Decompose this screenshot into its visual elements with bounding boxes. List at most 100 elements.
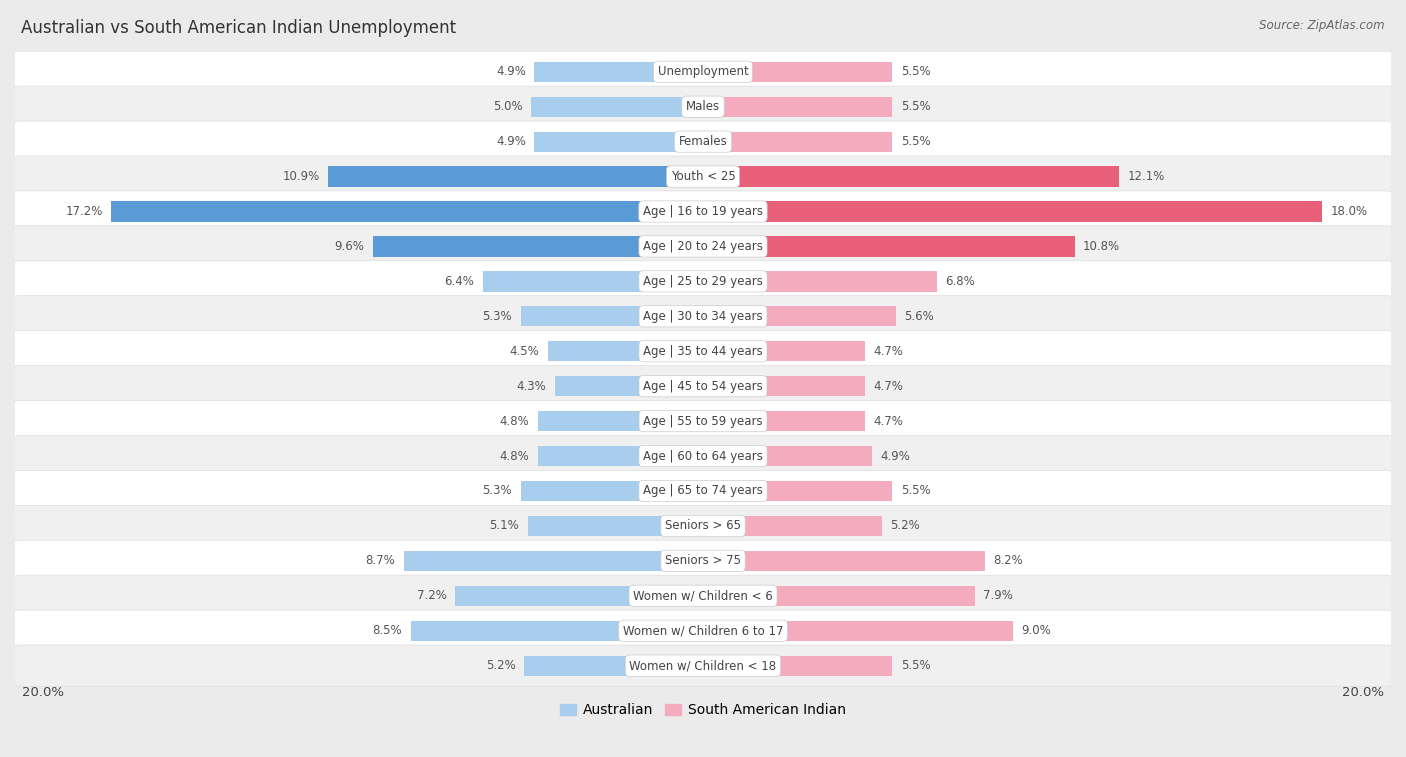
Bar bbox=[456, 586, 703, 606]
Text: 7.2%: 7.2% bbox=[416, 589, 447, 603]
Text: 5.3%: 5.3% bbox=[482, 310, 512, 322]
Text: 6.8%: 6.8% bbox=[945, 275, 976, 288]
Bar bbox=[520, 306, 703, 326]
Text: 5.0%: 5.0% bbox=[492, 100, 523, 114]
FancyBboxPatch shape bbox=[13, 540, 1393, 581]
FancyBboxPatch shape bbox=[13, 296, 1393, 337]
Bar bbox=[703, 341, 865, 361]
Bar bbox=[703, 516, 882, 536]
Bar bbox=[527, 516, 703, 536]
FancyBboxPatch shape bbox=[13, 191, 1393, 232]
Text: Age | 25 to 29 years: Age | 25 to 29 years bbox=[643, 275, 763, 288]
Text: Age | 45 to 54 years: Age | 45 to 54 years bbox=[643, 380, 763, 393]
Text: 5.5%: 5.5% bbox=[901, 65, 931, 78]
Bar bbox=[703, 306, 896, 326]
FancyBboxPatch shape bbox=[13, 331, 1393, 372]
Text: Women w/ Children 6 to 17: Women w/ Children 6 to 17 bbox=[623, 625, 783, 637]
Bar bbox=[411, 621, 703, 641]
Text: Australian vs South American Indian Unemployment: Australian vs South American Indian Unem… bbox=[21, 19, 456, 37]
Text: Age | 65 to 74 years: Age | 65 to 74 years bbox=[643, 484, 763, 497]
Text: Age | 60 to 64 years: Age | 60 to 64 years bbox=[643, 450, 763, 463]
Text: Women w/ Children < 18: Women w/ Children < 18 bbox=[630, 659, 776, 672]
Text: 12.1%: 12.1% bbox=[1128, 170, 1166, 183]
FancyBboxPatch shape bbox=[13, 51, 1393, 92]
Text: 10.9%: 10.9% bbox=[283, 170, 319, 183]
Text: Age | 20 to 24 years: Age | 20 to 24 years bbox=[643, 240, 763, 253]
Text: 4.9%: 4.9% bbox=[880, 450, 910, 463]
Text: 20.0%: 20.0% bbox=[1343, 686, 1384, 699]
Bar bbox=[703, 236, 1074, 257]
Text: 8.2%: 8.2% bbox=[994, 554, 1024, 567]
Bar bbox=[703, 376, 865, 397]
Text: 9.6%: 9.6% bbox=[335, 240, 364, 253]
FancyBboxPatch shape bbox=[13, 470, 1393, 512]
Text: 18.0%: 18.0% bbox=[1331, 205, 1368, 218]
Text: 8.5%: 8.5% bbox=[373, 625, 402, 637]
Text: 4.8%: 4.8% bbox=[499, 415, 529, 428]
FancyBboxPatch shape bbox=[13, 645, 1393, 687]
Text: 5.6%: 5.6% bbox=[904, 310, 934, 322]
Bar bbox=[703, 167, 1119, 187]
Text: 4.7%: 4.7% bbox=[873, 415, 903, 428]
Bar bbox=[555, 376, 703, 397]
Bar bbox=[328, 167, 703, 187]
FancyBboxPatch shape bbox=[13, 121, 1393, 162]
Bar bbox=[703, 446, 872, 466]
Text: Age | 30 to 34 years: Age | 30 to 34 years bbox=[643, 310, 763, 322]
Bar bbox=[538, 411, 703, 431]
Text: 20.0%: 20.0% bbox=[22, 686, 63, 699]
Text: 4.3%: 4.3% bbox=[517, 380, 547, 393]
Text: 4.7%: 4.7% bbox=[873, 380, 903, 393]
Text: Age | 55 to 59 years: Age | 55 to 59 years bbox=[643, 415, 763, 428]
Bar bbox=[482, 271, 703, 291]
Text: Source: ZipAtlas.com: Source: ZipAtlas.com bbox=[1260, 19, 1385, 32]
FancyBboxPatch shape bbox=[13, 366, 1393, 407]
FancyBboxPatch shape bbox=[13, 400, 1393, 442]
Bar bbox=[703, 61, 893, 82]
Text: Age | 35 to 44 years: Age | 35 to 44 years bbox=[643, 344, 763, 358]
FancyBboxPatch shape bbox=[13, 610, 1393, 651]
FancyBboxPatch shape bbox=[13, 435, 1393, 477]
Text: 10.8%: 10.8% bbox=[1083, 240, 1121, 253]
Bar bbox=[703, 586, 974, 606]
Text: 6.4%: 6.4% bbox=[444, 275, 474, 288]
Text: 5.2%: 5.2% bbox=[890, 519, 921, 532]
FancyBboxPatch shape bbox=[13, 575, 1393, 616]
Text: Youth < 25: Youth < 25 bbox=[671, 170, 735, 183]
Text: 4.5%: 4.5% bbox=[510, 344, 540, 358]
Text: 7.9%: 7.9% bbox=[983, 589, 1014, 603]
Bar bbox=[111, 201, 703, 222]
Bar bbox=[373, 236, 703, 257]
FancyBboxPatch shape bbox=[13, 156, 1393, 197]
Text: Unemployment: Unemployment bbox=[658, 65, 748, 78]
Bar bbox=[531, 97, 703, 117]
FancyBboxPatch shape bbox=[13, 86, 1393, 127]
Text: Females: Females bbox=[679, 136, 727, 148]
Text: Age | 16 to 19 years: Age | 16 to 19 years bbox=[643, 205, 763, 218]
Bar bbox=[703, 132, 893, 151]
FancyBboxPatch shape bbox=[13, 226, 1393, 267]
Bar bbox=[520, 481, 703, 501]
Text: 4.8%: 4.8% bbox=[499, 450, 529, 463]
Bar bbox=[703, 656, 893, 676]
Bar bbox=[538, 446, 703, 466]
Text: Seniors > 75: Seniors > 75 bbox=[665, 554, 741, 567]
Bar bbox=[703, 550, 986, 571]
FancyBboxPatch shape bbox=[13, 505, 1393, 547]
Text: 5.3%: 5.3% bbox=[482, 484, 512, 497]
Bar bbox=[703, 271, 936, 291]
Text: 4.9%: 4.9% bbox=[496, 136, 526, 148]
Bar bbox=[703, 621, 1012, 641]
Bar bbox=[703, 481, 893, 501]
Bar bbox=[703, 97, 893, 117]
Legend: Australian, South American Indian: Australian, South American Indian bbox=[554, 698, 852, 723]
Text: 8.7%: 8.7% bbox=[366, 554, 395, 567]
Text: 5.5%: 5.5% bbox=[901, 659, 931, 672]
Text: Males: Males bbox=[686, 100, 720, 114]
Text: Seniors > 65: Seniors > 65 bbox=[665, 519, 741, 532]
Bar bbox=[548, 341, 703, 361]
Text: 5.5%: 5.5% bbox=[901, 136, 931, 148]
Bar bbox=[703, 411, 865, 431]
Text: 17.2%: 17.2% bbox=[65, 205, 103, 218]
Text: 5.5%: 5.5% bbox=[901, 100, 931, 114]
